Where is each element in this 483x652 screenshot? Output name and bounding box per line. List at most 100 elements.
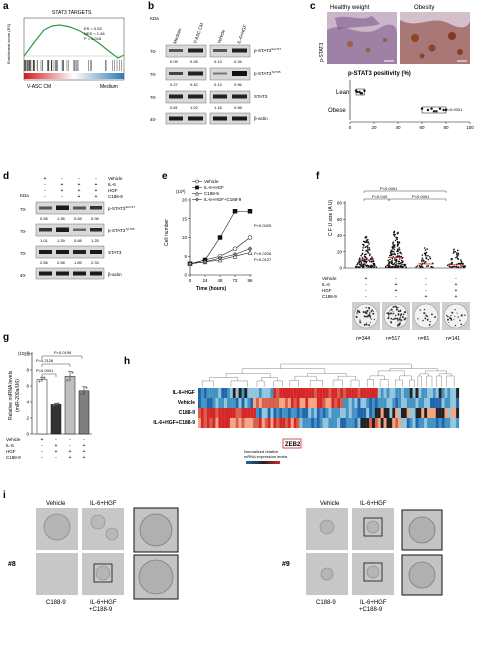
- heatmap-cell: [398, 418, 402, 428]
- data-point: [460, 266, 462, 268]
- data-point: [357, 262, 359, 264]
- colony: [368, 324, 371, 327]
- heatmap-cell: [308, 398, 312, 408]
- data-point: [389, 251, 392, 253]
- treatment-sign: -: [41, 455, 43, 461]
- heatmap-cell: [351, 398, 355, 408]
- panel-e-xlabel: Time (hours): [196, 286, 227, 292]
- bar: [78, 390, 90, 435]
- panel-g-pvalue: P<0.0001: [36, 368, 54, 373]
- heatmap-cell: [308, 388, 312, 398]
- colony: [365, 315, 368, 318]
- heatmap-cell: [273, 408, 277, 418]
- organoid: [366, 565, 380, 579]
- colony: [392, 306, 394, 309]
- heatmap-cell: [430, 408, 433, 418]
- panel-i-right: Vehicle IL-6+HGF #9 C188-9 IL-6+HGF +C18…: [282, 501, 443, 613]
- heatmap-cell: [206, 398, 210, 408]
- data-point: [362, 263, 364, 266]
- panel-g-legend-il6: IL-6: [6, 443, 14, 448]
- data-point: [392, 247, 394, 250]
- heatmap-cell: [427, 408, 431, 418]
- data-point: [396, 252, 399, 255]
- data-point: [388, 265, 391, 268]
- data-point: [421, 257, 424, 259]
- heatmap-cell: [447, 398, 451, 408]
- heatmap-cell: [395, 408, 399, 418]
- data-point: [392, 246, 395, 248]
- data-point: [388, 263, 390, 266]
- colony: [370, 310, 372, 313]
- organoid: [105, 527, 119, 541]
- panel-a-title: STAT3 TARGETS: [52, 10, 92, 16]
- data-point: [399, 264, 402, 267]
- heatmap-cell: [302, 408, 306, 418]
- data-point: [370, 260, 373, 263]
- colony: [454, 324, 457, 327]
- colony: [369, 321, 371, 323]
- colony: [372, 310, 374, 312]
- data-point: [360, 254, 362, 257]
- panel-e-ylabel: Cell number: [164, 219, 170, 246]
- heatmap-cell: [395, 398, 399, 408]
- data-point: [402, 260, 404, 263]
- data-point: [217, 255, 223, 261]
- heatmap-cell: [348, 418, 352, 428]
- band-value: 0.81: [170, 105, 179, 110]
- panel-d-legend-vehicle: Vehicle: [108, 176, 123, 181]
- heatmap-cell: [314, 398, 317, 408]
- data-point: [395, 259, 398, 261]
- heatmap-cell: [203, 418, 207, 428]
- data-point: [395, 266, 397, 268]
- legend-entry: IL-6+HGF: [204, 185, 224, 190]
- western-band: [188, 94, 203, 99]
- heatmap-cell: [377, 418, 381, 428]
- heatmap-cell: [398, 408, 402, 418]
- panel-f-legend-hgf: HGF: [322, 288, 332, 293]
- colony: [394, 317, 397, 320]
- data-point: [363, 263, 366, 265]
- heatmap-cell: [279, 408, 283, 418]
- heatmap-cell: [447, 408, 451, 418]
- colony: [397, 319, 399, 321]
- data-point: [395, 261, 397, 264]
- heatmap-cell: [360, 408, 364, 418]
- heatmap-cell: [285, 398, 288, 408]
- data-point: [247, 249, 253, 255]
- panel-i-left: Vehicle IL-6+HGF #8 C188-9 IL-6+HGF +C18…: [8, 501, 179, 613]
- ihc-tissue: [335, 16, 380, 30]
- heatmap-cell: [401, 388, 404, 398]
- treatment-sign: -: [41, 449, 43, 455]
- data-point: [457, 254, 459, 257]
- data-point: [457, 258, 460, 260]
- box: [355, 88, 365, 96]
- data-point: [366, 249, 369, 251]
- data-point: [359, 260, 362, 263]
- organoid-label: C188-9: [46, 600, 66, 606]
- heatmap-cell: [305, 388, 309, 398]
- heatmap-cell: [296, 398, 300, 408]
- western-band: [213, 94, 227, 99]
- organoid-label: +C188-9: [89, 607, 113, 613]
- western-band: [232, 71, 247, 76]
- heatmap-cell: [311, 408, 315, 418]
- heatmap-cell: [395, 388, 399, 398]
- heatmap-cell: [325, 418, 329, 428]
- band-value: 1.02: [190, 105, 199, 110]
- data-point: [396, 244, 399, 246]
- ihc-tissue: [327, 24, 398, 64]
- patient-id: #8: [8, 561, 16, 568]
- heatmap-cell: [421, 398, 425, 408]
- heatmap-cell: [438, 398, 442, 408]
- heatmap-cell: [261, 408, 265, 418]
- colony: [365, 311, 368, 314]
- western-band: [39, 206, 52, 210]
- heatmap-cell: [450, 398, 454, 408]
- colony: [429, 320, 431, 323]
- data-point: [388, 254, 391, 257]
- heatmap-cell: [325, 408, 329, 418]
- colony: [417, 318, 419, 320]
- colony: [398, 318, 401, 321]
- data-point: [372, 260, 375, 262]
- panel-b-row-1-label: p-STAT3Ser727: [254, 47, 281, 53]
